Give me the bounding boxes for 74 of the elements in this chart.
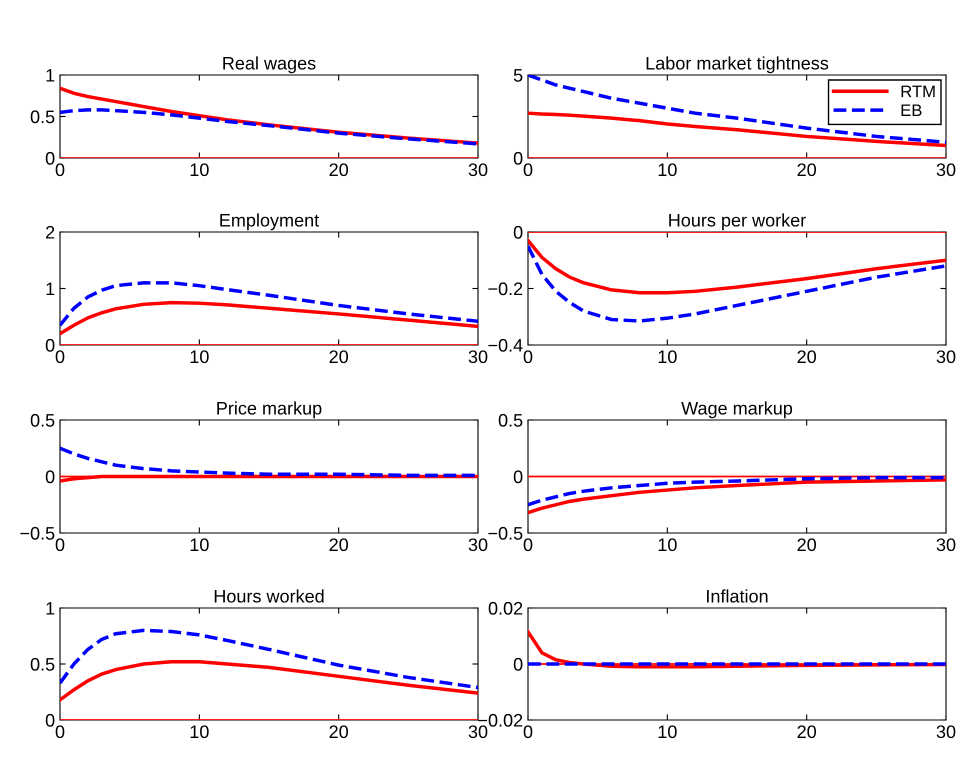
x-tick-label: 0 <box>56 350 64 364</box>
y-tick-label: −0.2 <box>488 282 522 296</box>
x-tick-label: 20 <box>798 163 816 176</box>
line-series <box>528 478 946 514</box>
line-series <box>528 238 946 294</box>
y-tick-label: 0.5 <box>30 414 54 427</box>
x-tick-label: 30 <box>936 163 956 176</box>
x-tick-label: 0 <box>524 538 532 552</box>
y-tick-label: 2 <box>46 226 54 239</box>
y-tick-label: 0.5 <box>498 414 522 427</box>
y-tick-label: 0 <box>514 470 522 484</box>
line-series <box>528 244 946 323</box>
x-tick-label: 20 <box>330 163 348 176</box>
x-tick-label: 0 <box>56 163 64 176</box>
x-tick-label: 10 <box>658 350 677 364</box>
y-tick-label: 0 <box>514 226 522 239</box>
y-tick-label: 5 <box>514 69 522 82</box>
line-series <box>60 281 478 327</box>
y-tick-label: 0 <box>514 152 522 165</box>
y-tick-label: 0.5 <box>30 658 54 671</box>
y-tick-label: −0.5 <box>488 526 522 540</box>
y-tick-label: 1 <box>46 602 54 615</box>
y-tick-label: 0.02 <box>488 602 522 615</box>
x-tick-label: 20 <box>798 725 816 738</box>
x-tick-label: 30 <box>468 725 488 738</box>
line-series <box>528 476 946 506</box>
y-tick-label: −0.4 <box>488 338 523 352</box>
y-tick-label: 0 <box>46 338 54 352</box>
x-tick-label: 10 <box>658 725 677 738</box>
y-tick-label: −0.02 <box>478 714 522 727</box>
legend-label: RTM <box>902 86 935 98</box>
chart-title: Labor market tightness <box>646 56 828 74</box>
x-tick-label: 0 <box>56 538 64 552</box>
x-tick-label: 20 <box>798 350 816 364</box>
chart-title: Wage markup <box>681 401 792 418</box>
x-tick-label: 30 <box>936 350 956 364</box>
y-tick-label: 0 <box>46 470 54 484</box>
x-tick-label: 0 <box>56 725 64 738</box>
line-series <box>60 108 478 146</box>
x-tick-label: 10 <box>190 725 209 738</box>
chart-title: Inflation <box>707 589 768 603</box>
y-tick-label: 0.5 <box>30 110 54 124</box>
y-tick-label: 0 <box>46 152 54 165</box>
y-tick-label: 1 <box>46 282 54 296</box>
line-series <box>60 628 478 690</box>
y-tick-label: 1 <box>46 69 54 82</box>
x-tick-label: 0 <box>524 725 532 738</box>
chart-title: Real wages <box>223 56 316 74</box>
x-tick-label: 10 <box>658 538 677 552</box>
chart-title: Price markup <box>217 401 322 418</box>
x-tick-label: 30 <box>468 350 488 364</box>
x-tick-label: 10 <box>658 163 677 176</box>
line-series <box>60 660 478 702</box>
x-tick-label: 20 <box>330 350 348 364</box>
x-tick-label: 0 <box>524 163 532 176</box>
x-tick-label: 30 <box>468 163 488 176</box>
x-tick-label: 30 <box>468 538 488 552</box>
y-tick-label: 0 <box>46 714 54 727</box>
x-tick-label: 10 <box>190 350 209 364</box>
x-tick-label: 30 <box>936 725 956 738</box>
x-tick-label: 20 <box>330 538 348 552</box>
line-series <box>60 300 478 336</box>
x-tick-label: 0 <box>524 350 532 364</box>
x-tick-label: 20 <box>798 538 816 552</box>
x-tick-label: 20 <box>330 725 348 738</box>
y-tick-label: −0.5 <box>20 526 54 540</box>
y-tick-label: 0 <box>514 658 522 671</box>
legend-label: EB <box>902 104 922 116</box>
x-tick-label: 30 <box>936 538 956 552</box>
x-tick-label: 10 <box>190 163 209 176</box>
chart-title: Employment <box>220 213 320 230</box>
x-tick-label: 10 <box>190 538 209 552</box>
chart-title: Hours per worker <box>669 213 806 230</box>
chart-title: Hours worked <box>214 589 324 603</box>
